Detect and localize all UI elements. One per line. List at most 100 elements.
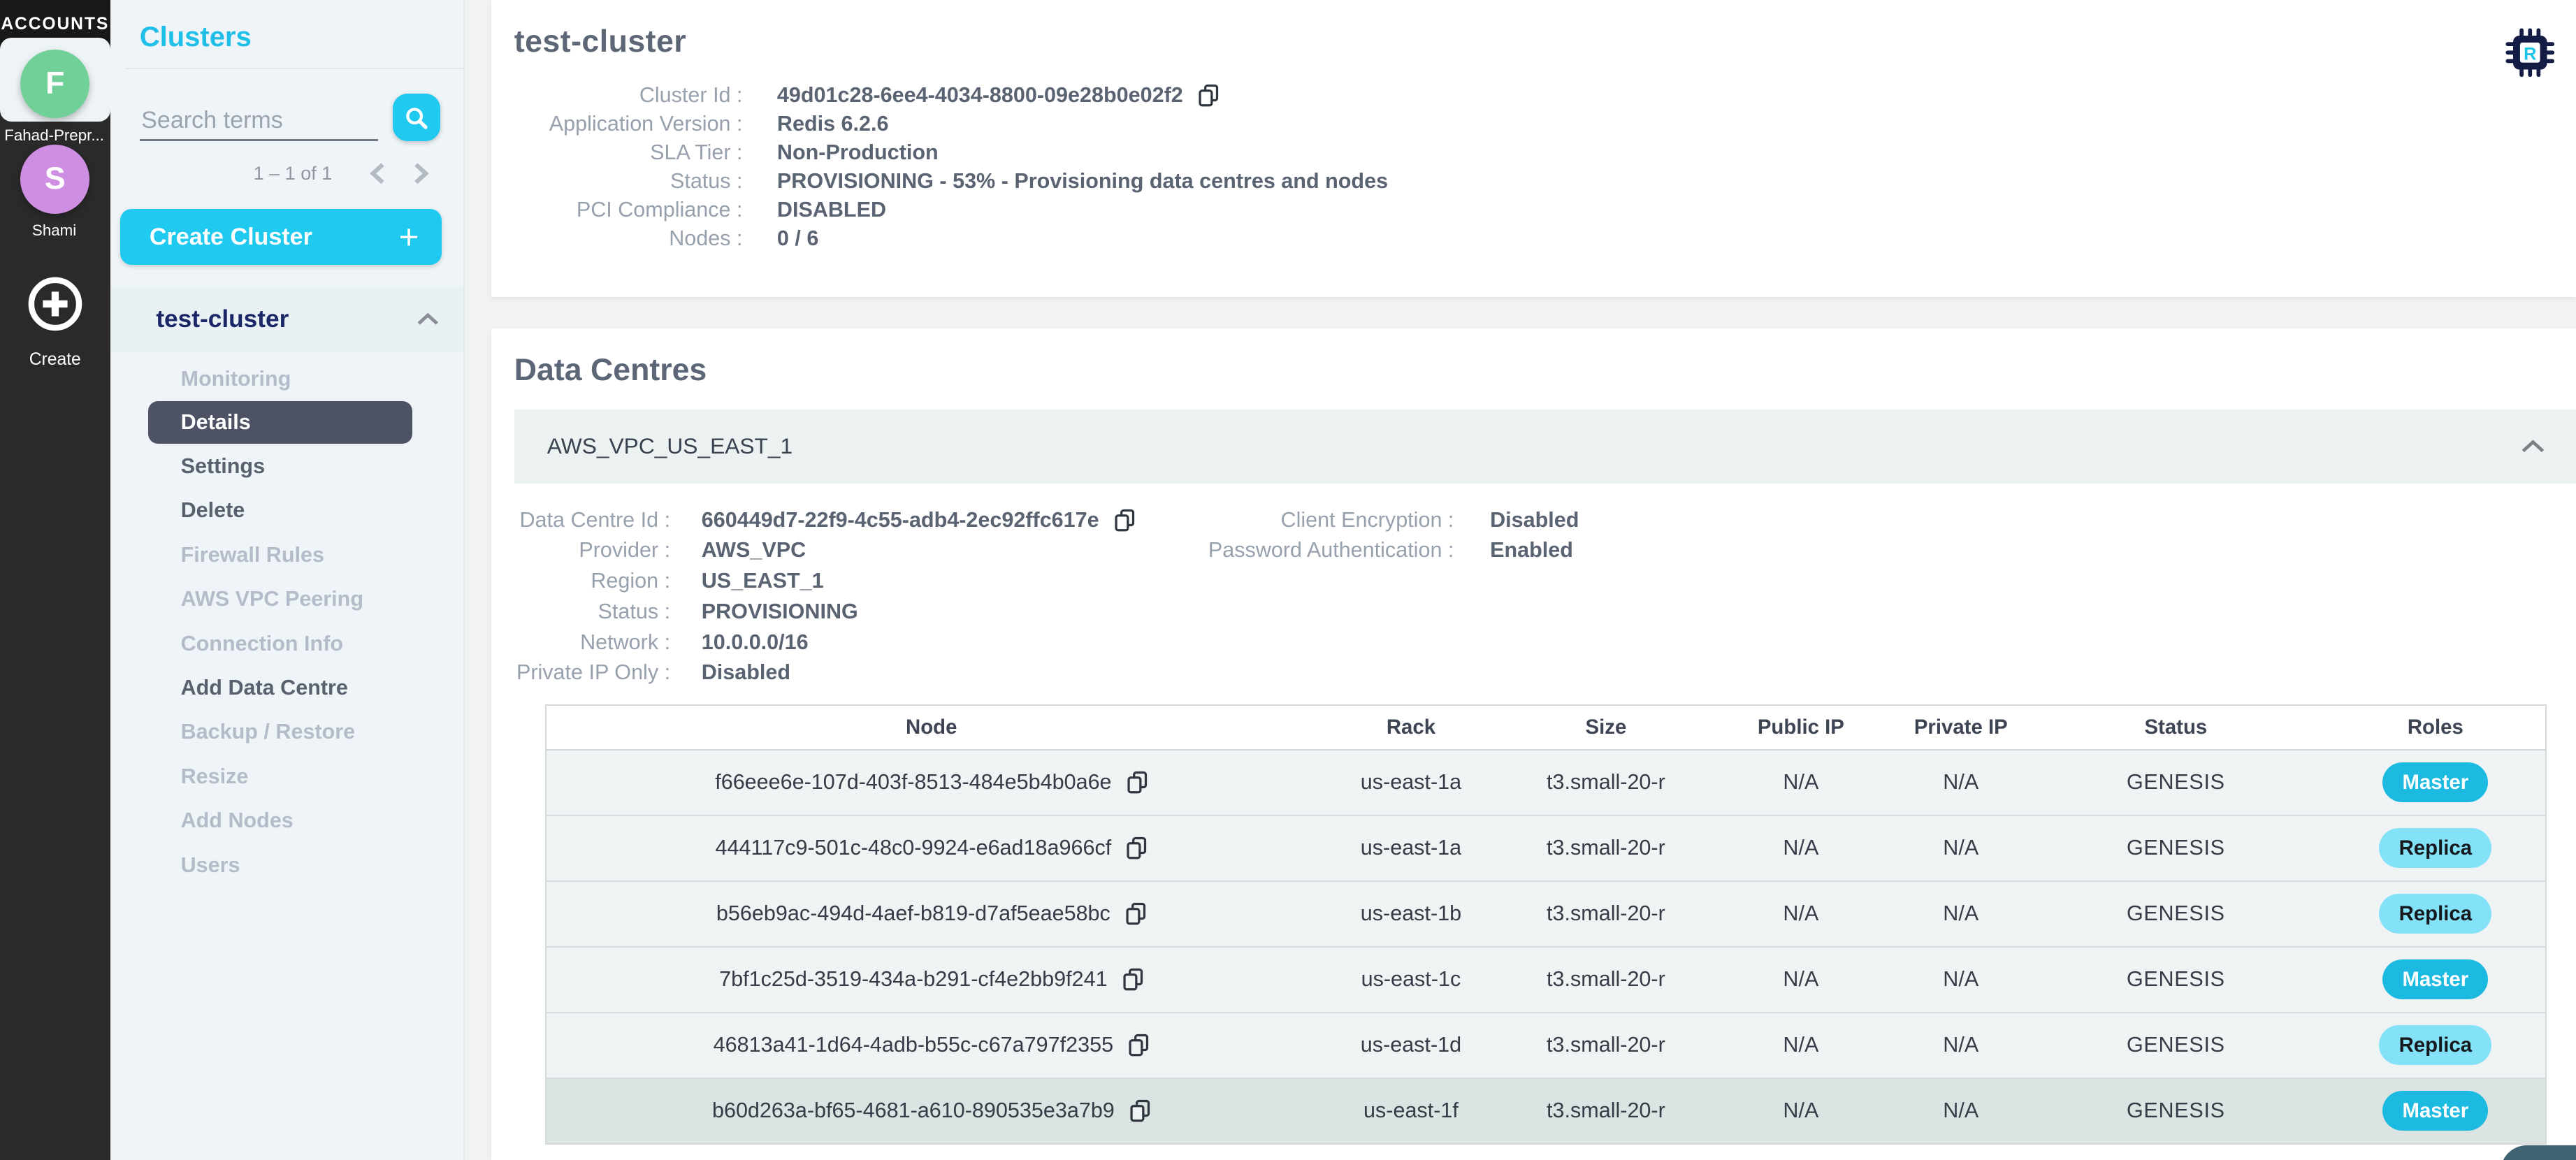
account-item[interactable]: F Fahad-Prepr... (0, 38, 110, 145)
search-button[interactable] (393, 94, 441, 142)
nodes-table: Node Rack Size Public IP Private IP Stat… (545, 704, 2547, 1145)
size-cell: t3.small-20-r (1505, 880, 1706, 947)
cluster-menu-item[interactable]: Firewall Rules (180, 542, 324, 567)
node-id-cell: f66eee6e-107d-403f-8513-484e5b4b0a6e (546, 748, 1317, 815)
cluster-menu: Monitoring Details Settings Delete Firew… (110, 357, 464, 887)
copy-button[interactable] (1129, 1099, 1151, 1123)
field-value: Disabled (701, 660, 791, 685)
roles-cell: Replica (2325, 1011, 2546, 1078)
field-label: Application Version : (549, 111, 743, 136)
table-row[interactable]: b60d263a-bf65-4681-a610-890535e3a7b9 (546, 1077, 2546, 1144)
detail-row: Application Version : Redis 6.2.6 (514, 110, 2576, 138)
table-row[interactable]: 46813a41-1d64-4adb-b55c-c67a797f2355 (546, 1011, 2546, 1078)
detail-row: Network : 10.0.0.0/16 (514, 627, 1138, 658)
cluster-title: test-cluster (514, 24, 687, 59)
role-badge: Replica (2379, 827, 2492, 869)
account-label: Fahad-Prepr... (4, 126, 104, 144)
detail-row: Status : PROVISIONING - 53% - Provisioni… (514, 167, 2576, 196)
field-value: PROVISIONING - 53% - Provisioning data c… (776, 169, 1389, 194)
field-label: Provider : (579, 538, 671, 563)
cluster-list-item[interactable]: test-cluster (110, 286, 464, 352)
create-cluster-button[interactable]: Create Cluster + (120, 209, 442, 266)
chat-button[interactable] (2500, 1145, 2576, 1160)
table-header-cell: Node (546, 705, 1317, 751)
clusters-panel: Clusters 1 – 1 of 1 (110, 0, 465, 1160)
copy-button[interactable] (1114, 508, 1136, 532)
copy-button[interactable] (1122, 967, 1144, 992)
copy-button[interactable] (1126, 836, 1148, 860)
chevron-up-icon (2522, 440, 2545, 453)
plus-icon: + (398, 217, 419, 256)
cluster-menu-item[interactable]: Backup / Restore (180, 720, 356, 744)
copy-button[interactable] (1198, 83, 1220, 108)
table-row[interactable]: b56eb9ac-494d-4aef-b819-d7af5eae58bc (546, 880, 2546, 947)
cluster-menu-item[interactable]: AWS VPC Peering (180, 587, 363, 611)
copy-icon (1126, 902, 1146, 925)
cluster-menu-item[interactable]: Connection Info (180, 631, 344, 655)
cluster-details-list: Cluster Id : 49d01c28-6ee4-4034-8800-09e… (514, 81, 2576, 254)
size-cell: t3.small-20-r (1505, 748, 1706, 815)
cluster-menu-item[interactable]: Monitoring (180, 367, 291, 391)
rack-cell: us-east-1b (1316, 880, 1506, 947)
cluster-menu-item[interactable]: Add Nodes (180, 809, 294, 833)
cluster-menu-item[interactable]: Details (147, 401, 413, 444)
next-page-button[interactable] (400, 163, 444, 184)
field-label: Cluster Id : (639, 82, 743, 107)
create-account-button[interactable]: Create (0, 276, 110, 370)
copy-button[interactable] (1127, 770, 1148, 795)
pagination-label: 1 – 1 of 1 (253, 163, 333, 184)
roles-cell: Replica (2325, 880, 2546, 947)
detail-row: SLA Tier : Non-Production (514, 138, 2576, 167)
cluster-menu-item[interactable]: Resize (180, 764, 249, 788)
avatar[interactable]: S (20, 144, 90, 214)
table-row[interactable]: 444117c9-501c-48c0-9924-e6ad18a966cf (546, 814, 2546, 881)
table-row[interactable]: 7bf1c25d-3519-434a-b291-cf4e2bb9f241 (546, 945, 2546, 1013)
svg-text:R: R (2524, 44, 2536, 64)
cluster-menu-item[interactable]: Users (180, 853, 240, 877)
data-centre-accordion-header[interactable]: AWS_VPC_US_EAST_1 (514, 409, 2576, 484)
role-badge: Master (2382, 959, 2489, 1000)
data-centres-card: Data Centres AWS_VPC_US_EAST_1 Data Cent… (491, 328, 2576, 1160)
account-item[interactable]: S Shami (0, 144, 110, 240)
field-value: 49d01c28-6ee4-4034-8800-09e28b0e02f2 (777, 83, 1220, 108)
table-row[interactable]: f66eee6e-107d-403f-8513-484e5b4b0a6e (546, 748, 2546, 815)
cluster-menu-item[interactable]: Add Data Centre (180, 675, 348, 699)
status-cell: GENESIS (2025, 1077, 2326, 1144)
private-ip-cell: N/A (1895, 748, 2026, 815)
node-id: 46813a41-1d64-4adb-b55c-c67a797f2355 (713, 1033, 1114, 1057)
create-cluster-label: Create Cluster (149, 223, 312, 250)
data-centres-title: Data Centres (514, 353, 707, 388)
field-label: PCI Compliance : (576, 198, 743, 222)
chevron-right-icon (414, 163, 430, 184)
detail-row: Nodes : 0 / 6 (514, 224, 2576, 253)
collapse-chevron-up-icon (418, 313, 439, 326)
cluster-menu-item[interactable]: Settings (180, 454, 266, 478)
rack-cell: us-east-1f (1316, 1077, 1506, 1144)
cluster-menu-item[interactable]: Delete (180, 498, 245, 523)
field-label: Region : (591, 569, 671, 593)
field-label: Client Encryption : (1280, 507, 1454, 532)
size-cell: t3.small-20-r (1505, 1011, 1706, 1078)
copy-button[interactable] (1128, 1033, 1150, 1057)
node-id-cell: 444117c9-501c-48c0-9924-e6ad18a966cf (546, 814, 1317, 881)
field-label: Private IP Only : (516, 660, 671, 685)
copy-icon (1127, 771, 1147, 794)
avatar[interactable]: F (20, 49, 90, 119)
rack-cell: us-east-1d (1316, 1011, 1506, 1078)
search-input[interactable] (139, 102, 379, 142)
copy-icon (1115, 509, 1134, 531)
role-badge: Replica (2379, 893, 2492, 934)
status-cell: GENESIS (2025, 814, 2326, 881)
copy-button[interactable] (1125, 901, 1147, 926)
field-value: 10.0.0.0/16 (701, 630, 809, 654)
detail-row: Cluster Id : 49d01c28-6ee4-4034-8800-09e… (514, 81, 2576, 110)
detail-row: PCI Compliance : DISABLED (514, 196, 2576, 224)
chevron-left-icon (370, 163, 384, 184)
accounts-rail: ACCOUNTS F Fahad-Prepr... S Shami Create (0, 0, 110, 1160)
public-ip-cell: N/A (1705, 1011, 1896, 1078)
status-cell: GENESIS (2025, 748, 2326, 815)
previous-page-button[interactable] (355, 163, 399, 184)
field-label: Status : (598, 599, 671, 623)
search-row (139, 94, 441, 142)
